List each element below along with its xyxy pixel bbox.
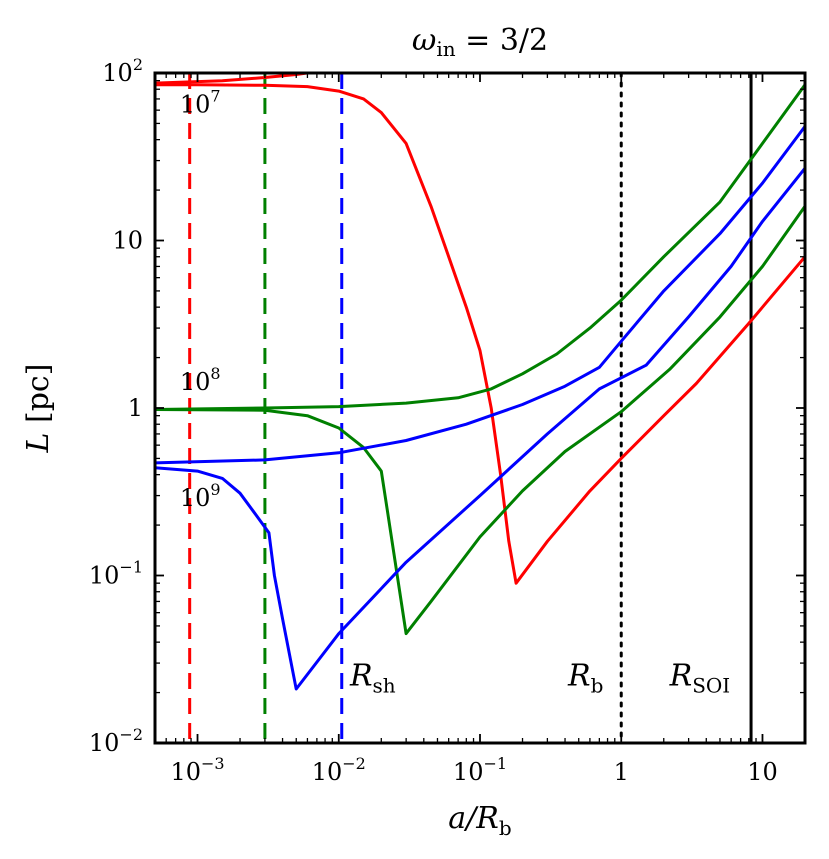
series-green-upper	[155, 83, 805, 411]
y-tick-label: 10−2	[89, 725, 143, 757]
series-blue-lower	[155, 167, 805, 691]
x-axis-label: a/Rb	[448, 801, 511, 840]
x-tick-label: 10	[747, 758, 778, 786]
x-tick-label: 1	[614, 758, 629, 786]
curve-labels: 107 108 109 Rsh Rb RSOI	[180, 87, 730, 698]
series-red-lower	[155, 83, 805, 585]
y-axis-label: L [pc]	[21, 364, 56, 454]
chart-title: ωin = 3/2	[412, 23, 548, 61]
label-r-b: Rb	[567, 659, 603, 698]
y-tick-label: 10	[112, 227, 143, 255]
y-tick-label: 102	[102, 55, 143, 87]
label-1e9: 109	[180, 480, 221, 512]
label-r-sh: Rsh	[349, 659, 396, 698]
x-tick-label: 10−1	[453, 754, 507, 786]
y-tick-label: 10−1	[89, 558, 143, 590]
label-1e7: 107	[180, 87, 221, 119]
y-tick-label: 1	[128, 394, 143, 422]
x-tick-label: 10−3	[170, 754, 224, 786]
label-r-soi: RSOI	[669, 659, 731, 698]
plot-frame	[153, 71, 807, 745]
label-1e8: 108	[180, 364, 221, 396]
series-green-lower	[155, 205, 805, 636]
series-blue-upper	[155, 125, 805, 465]
x-tick-label: 10−2	[312, 754, 366, 786]
